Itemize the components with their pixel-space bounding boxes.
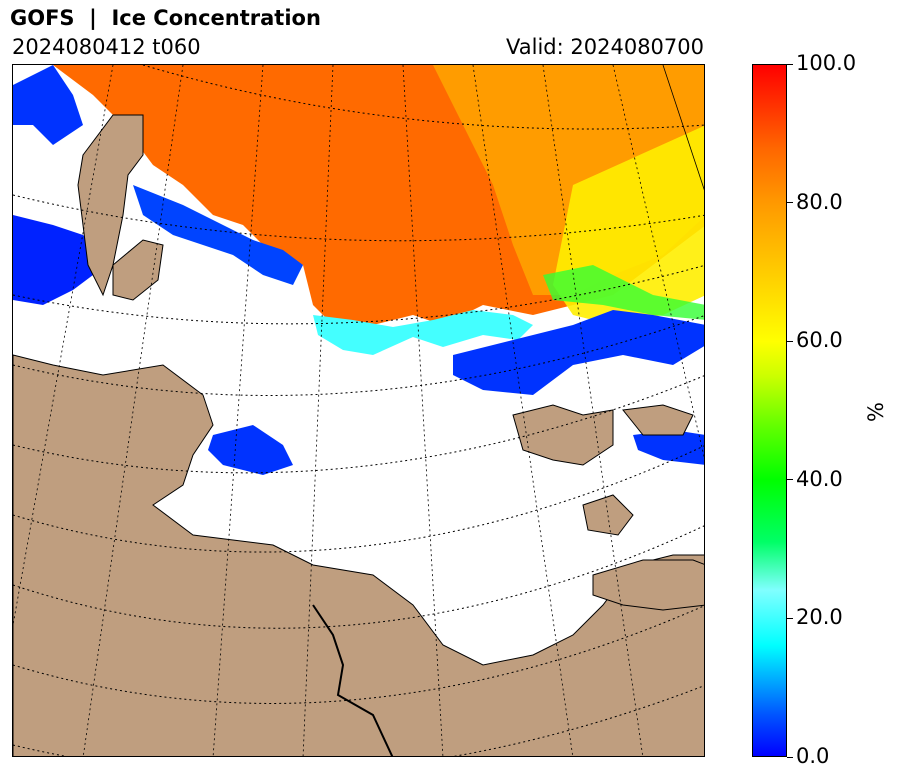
colorbar-tick-label: 80.0	[796, 189, 843, 214]
chart-title: GOFS | Ice Concentration	[10, 6, 321, 30]
colorbar-unit-label: %	[864, 402, 888, 422]
colorbar-tick	[787, 756, 793, 758]
land-novaya-zemlya	[512, 404, 614, 466]
colorbar-tick-label: 20.0	[796, 605, 843, 630]
colorbar-tick	[787, 63, 793, 65]
meridians	[13, 65, 704, 756]
marginal-ice-blue-sz	[633, 430, 704, 465]
colorbar-tick	[787, 617, 793, 619]
colorbar-tick-label: 100.0	[796, 51, 857, 75]
colorbar-tick	[787, 340, 793, 342]
marginal-ice-blue-nw	[13, 65, 83, 145]
colorbar	[752, 64, 787, 757]
colorbar-tick	[787, 479, 793, 481]
land-scandinavia-russia	[13, 354, 704, 756]
colorbar-tick-label: 0.0	[796, 744, 830, 768]
land-severnaya-zemlya	[622, 404, 694, 436]
marginal-ice-cyan	[313, 310, 533, 355]
map-canvas	[13, 65, 704, 756]
colorbar-tick	[787, 202, 793, 204]
marginal-ice-blue-west	[13, 215, 103, 305]
land-franz-josef	[112, 239, 164, 301]
land-taymyr	[592, 559, 704, 611]
river	[312, 604, 394, 756]
colorbar-tick-label: 60.0	[796, 328, 843, 353]
ice-edge-green	[543, 265, 704, 320]
marginal-ice-blue-kara	[208, 425, 293, 475]
colorbar-gradient	[753, 65, 786, 756]
marginal-ice-blue-fringe	[133, 185, 303, 285]
valid-label: Valid: 2024080700	[506, 35, 704, 59]
marginal-ice-blue-east	[453, 310, 704, 395]
land-svalbard	[77, 114, 144, 297]
ice-concentration-map	[12, 64, 705, 757]
land-islands	[582, 494, 634, 536]
graticule	[13, 65, 704, 756]
run-label: 2024080412 t060	[12, 35, 201, 59]
colorbar-tick-label: 40.0	[796, 466, 843, 491]
